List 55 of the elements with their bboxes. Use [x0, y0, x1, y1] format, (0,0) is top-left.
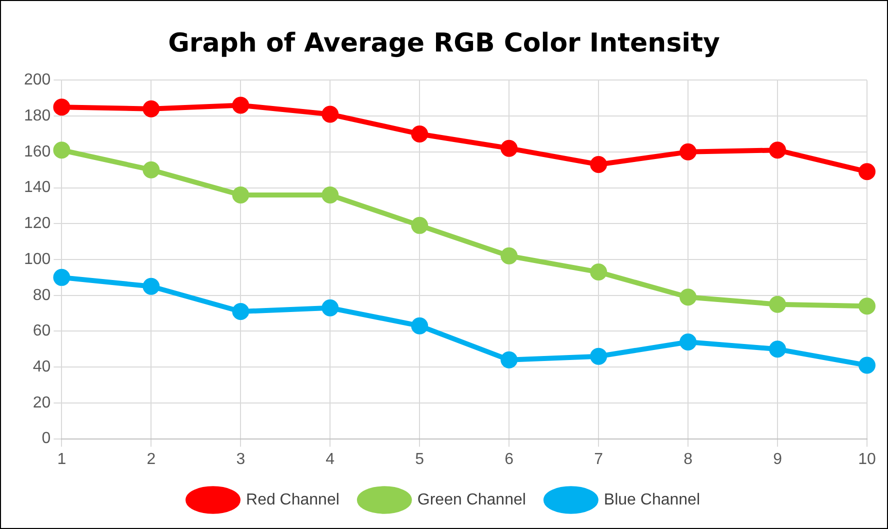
x-tick-label: 9 [773, 450, 782, 468]
chart-title: Graph of Average RGB Color Intensity [168, 28, 720, 58]
point [142, 278, 160, 295]
y-tick-label: 20 [32, 394, 51, 412]
point [590, 348, 608, 365]
point [232, 96, 250, 114]
legend-label: Red Channel [246, 491, 340, 508]
point [858, 163, 876, 180]
legend-label: Green Channel [417, 491, 526, 508]
point [769, 142, 786, 159]
x-tick-label: 8 [684, 450, 693, 468]
x-tick-label: 5 [415, 450, 424, 468]
x-tick-label: 7 [594, 450, 604, 468]
point [411, 125, 428, 142]
point [769, 340, 786, 358]
point [53, 142, 70, 159]
point [590, 156, 608, 173]
y-tick-label: 120 [24, 215, 51, 232]
point [590, 264, 608, 281]
y-tick-label: 200 [24, 72, 51, 89]
y-tick-label: 0 [42, 430, 51, 448]
point [500, 247, 518, 264]
point [500, 140, 518, 157]
point [232, 302, 250, 320]
point [322, 299, 339, 316]
x-tick-label: 6 [504, 450, 514, 468]
legend-label: Blue Channel [604, 491, 700, 508]
point [232, 186, 250, 204]
point [411, 317, 428, 334]
x-tick-label: 1 [57, 450, 66, 468]
y-tick-label: 180 [24, 107, 51, 124]
x-tick-label: 10 [858, 450, 876, 468]
point [322, 106, 339, 123]
point [858, 356, 876, 374]
point [680, 143, 697, 160]
y-tick-label: 80 [32, 286, 51, 304]
y-tick-label: 40 [32, 358, 51, 376]
point [411, 216, 428, 234]
point [53, 98, 70, 116]
point [858, 298, 876, 315]
y-tick-label: 160 [24, 143, 51, 160]
x-tick-label: 4 [326, 450, 335, 468]
y-tick-label: 60 [32, 322, 51, 340]
point [142, 161, 160, 178]
point [680, 333, 697, 350]
x-tick-label: 2 [146, 450, 156, 468]
y-tick-label: 140 [24, 179, 51, 196]
point [322, 186, 339, 204]
point [53, 268, 70, 286]
point [680, 288, 697, 306]
x-tick-label: 3 [236, 450, 246, 468]
point [500, 351, 518, 368]
point [769, 296, 786, 313]
y-tick-label: 100 [24, 250, 51, 268]
point [142, 100, 160, 118]
